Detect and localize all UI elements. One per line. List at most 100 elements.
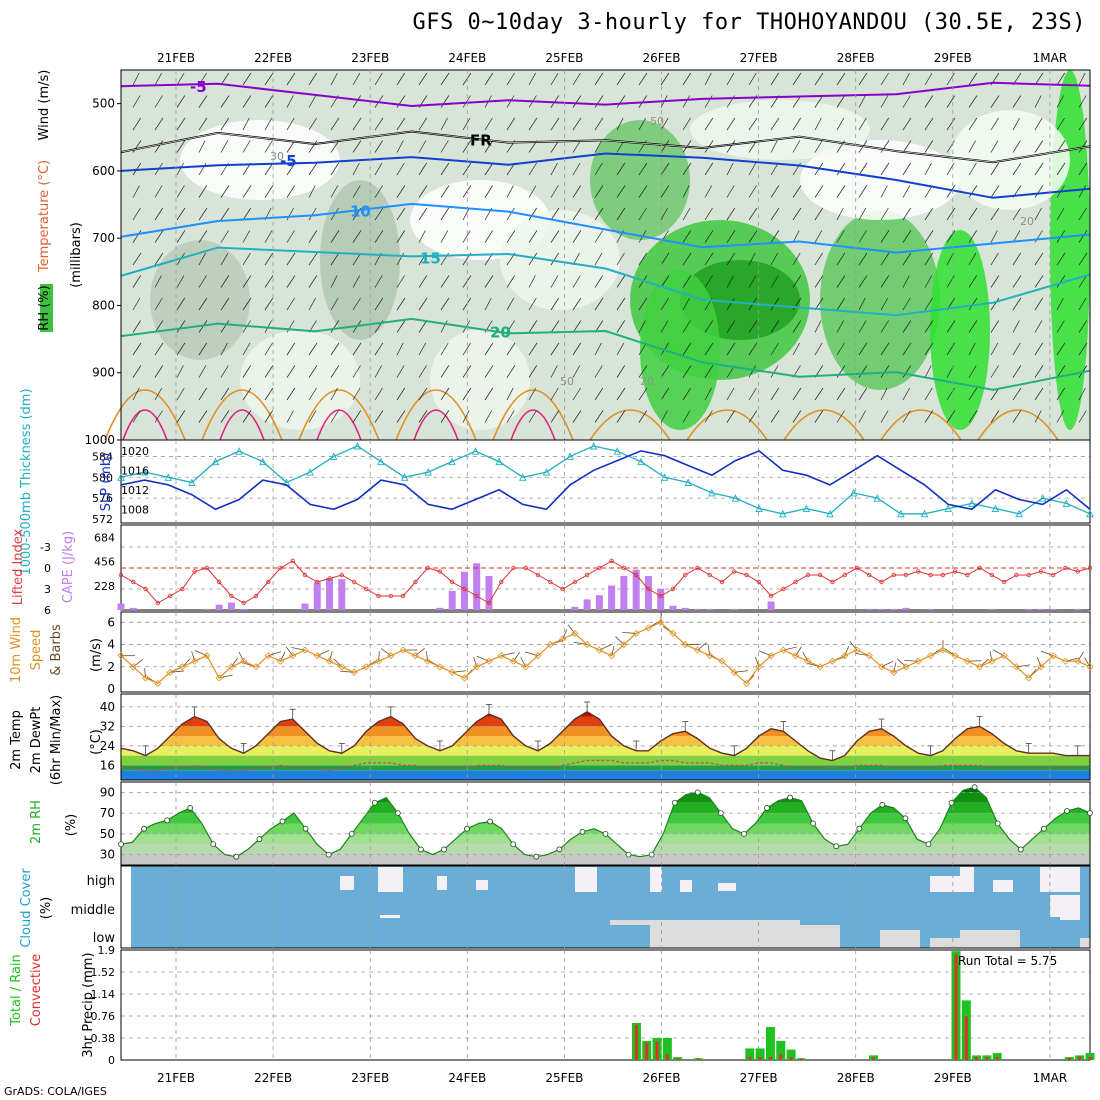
li-tick: -3 xyxy=(40,541,51,554)
rh-contour-label: 20 xyxy=(640,375,654,388)
credit-text: GrADS: COLA/IGES xyxy=(4,1085,107,1098)
wind-barb xyxy=(462,410,470,423)
thickness-marker xyxy=(542,468,551,476)
wind-barb xyxy=(484,275,494,288)
wind-barb xyxy=(220,252,229,266)
wind-barb xyxy=(836,387,846,401)
wind-barb xyxy=(572,297,582,311)
thickness-marker xyxy=(613,447,622,455)
wind-barb xyxy=(176,185,185,198)
slp-tick: 1016 xyxy=(121,464,149,477)
temp-band xyxy=(121,755,1090,766)
wind-barb xyxy=(990,365,999,378)
wind-barb xyxy=(814,185,824,198)
wind-barb xyxy=(484,342,494,356)
cloud-block xyxy=(610,920,650,925)
wind-barb xyxy=(198,72,207,86)
lifted-index-marker xyxy=(253,593,259,599)
wind-barb xyxy=(132,320,141,333)
wind-barb xyxy=(1034,252,1044,266)
wind-barb xyxy=(154,185,163,198)
wind-barb xyxy=(374,117,384,131)
precip-tick: 0.38 xyxy=(91,1032,116,1045)
wind-barb xyxy=(330,387,338,401)
wind-barb xyxy=(968,365,977,378)
precip-total-bar xyxy=(755,1048,765,1060)
wind-barb xyxy=(308,342,318,356)
temp-tick: 16 xyxy=(100,758,115,772)
wind-barb xyxy=(506,117,516,131)
wind-speed-marker xyxy=(301,646,309,654)
wind-speed-marker xyxy=(448,668,456,676)
wind-barb xyxy=(902,207,911,221)
cape-bar xyxy=(730,608,738,610)
precip-frame xyxy=(120,949,1091,1061)
wind-barb xyxy=(792,117,801,131)
wind-barb xyxy=(1012,297,1022,311)
wind-barb xyxy=(814,410,824,423)
wind-barb xyxy=(132,275,141,288)
thickness-marker xyxy=(731,494,740,502)
wind-barb xyxy=(858,342,868,356)
wind-speed-marker xyxy=(976,663,984,671)
lifted-index-marker xyxy=(609,558,614,564)
lifted-index-marker xyxy=(683,572,688,578)
rh-tick: 30 xyxy=(100,848,115,862)
wind-barb xyxy=(836,72,846,86)
lifted-index-marker xyxy=(548,579,553,585)
slp-tick: 1012 xyxy=(121,484,149,497)
lifted-index-marker xyxy=(781,586,786,592)
wind-barb xyxy=(616,185,626,198)
lifted-index-marker xyxy=(805,572,811,578)
rh-marker xyxy=(533,853,540,860)
wind-barb xyxy=(286,207,295,221)
wind-barb xyxy=(638,365,648,378)
wind-barb xyxy=(528,185,537,198)
wind-barb xyxy=(330,252,340,266)
wind-barb xyxy=(814,95,824,108)
wind-barb xyxy=(550,275,559,288)
temp-tick: 40 xyxy=(100,700,115,714)
wind-speed-marker xyxy=(1074,657,1082,665)
wind-barb xyxy=(572,95,582,108)
wind-barb xyxy=(858,162,868,176)
wind-barb xyxy=(440,320,448,333)
wind-barb xyxy=(1056,252,1066,266)
wind-barb xyxy=(132,95,141,108)
wind-barb xyxy=(1012,162,1022,176)
wind-barb xyxy=(990,342,999,356)
rh-marker xyxy=(902,815,909,822)
wind-barb xyxy=(374,297,384,311)
surface-wind-barb xyxy=(473,656,478,667)
cloud-block xyxy=(575,867,597,892)
wind-barb xyxy=(726,185,735,198)
surface-wind-barb xyxy=(280,651,286,662)
wind-barb xyxy=(374,342,384,356)
wind-barb xyxy=(1056,72,1066,86)
wind-speed-marker xyxy=(141,674,150,682)
wind-speed-marker xyxy=(693,646,702,654)
precip-convective-bar xyxy=(1067,1057,1071,1060)
wind-barb xyxy=(308,387,317,401)
wind-barb xyxy=(572,387,581,401)
wind-barb xyxy=(308,252,318,266)
precip-total-bar xyxy=(662,1038,672,1060)
date-label-top: 1MAR xyxy=(1033,51,1068,65)
cloud-tick-middle: middle xyxy=(71,903,115,918)
cape-bar xyxy=(1049,608,1057,610)
wind-barb xyxy=(682,275,692,288)
wind-barb xyxy=(748,72,757,86)
wind-barb xyxy=(1078,117,1088,131)
cloud-block xyxy=(993,880,1013,892)
temp-contour-warm xyxy=(880,409,962,441)
cape-tick: 228 xyxy=(94,580,115,593)
wind-barb xyxy=(990,207,1000,221)
wind-barb xyxy=(946,207,956,221)
wind-barb xyxy=(286,275,296,288)
contour-label: -5 xyxy=(280,152,297,170)
wind-barb xyxy=(462,230,471,243)
lifted-index-marker xyxy=(830,579,835,585)
thickness-marker xyxy=(188,478,196,486)
lifted-index-marker xyxy=(633,572,639,578)
wind-barb xyxy=(858,117,867,131)
